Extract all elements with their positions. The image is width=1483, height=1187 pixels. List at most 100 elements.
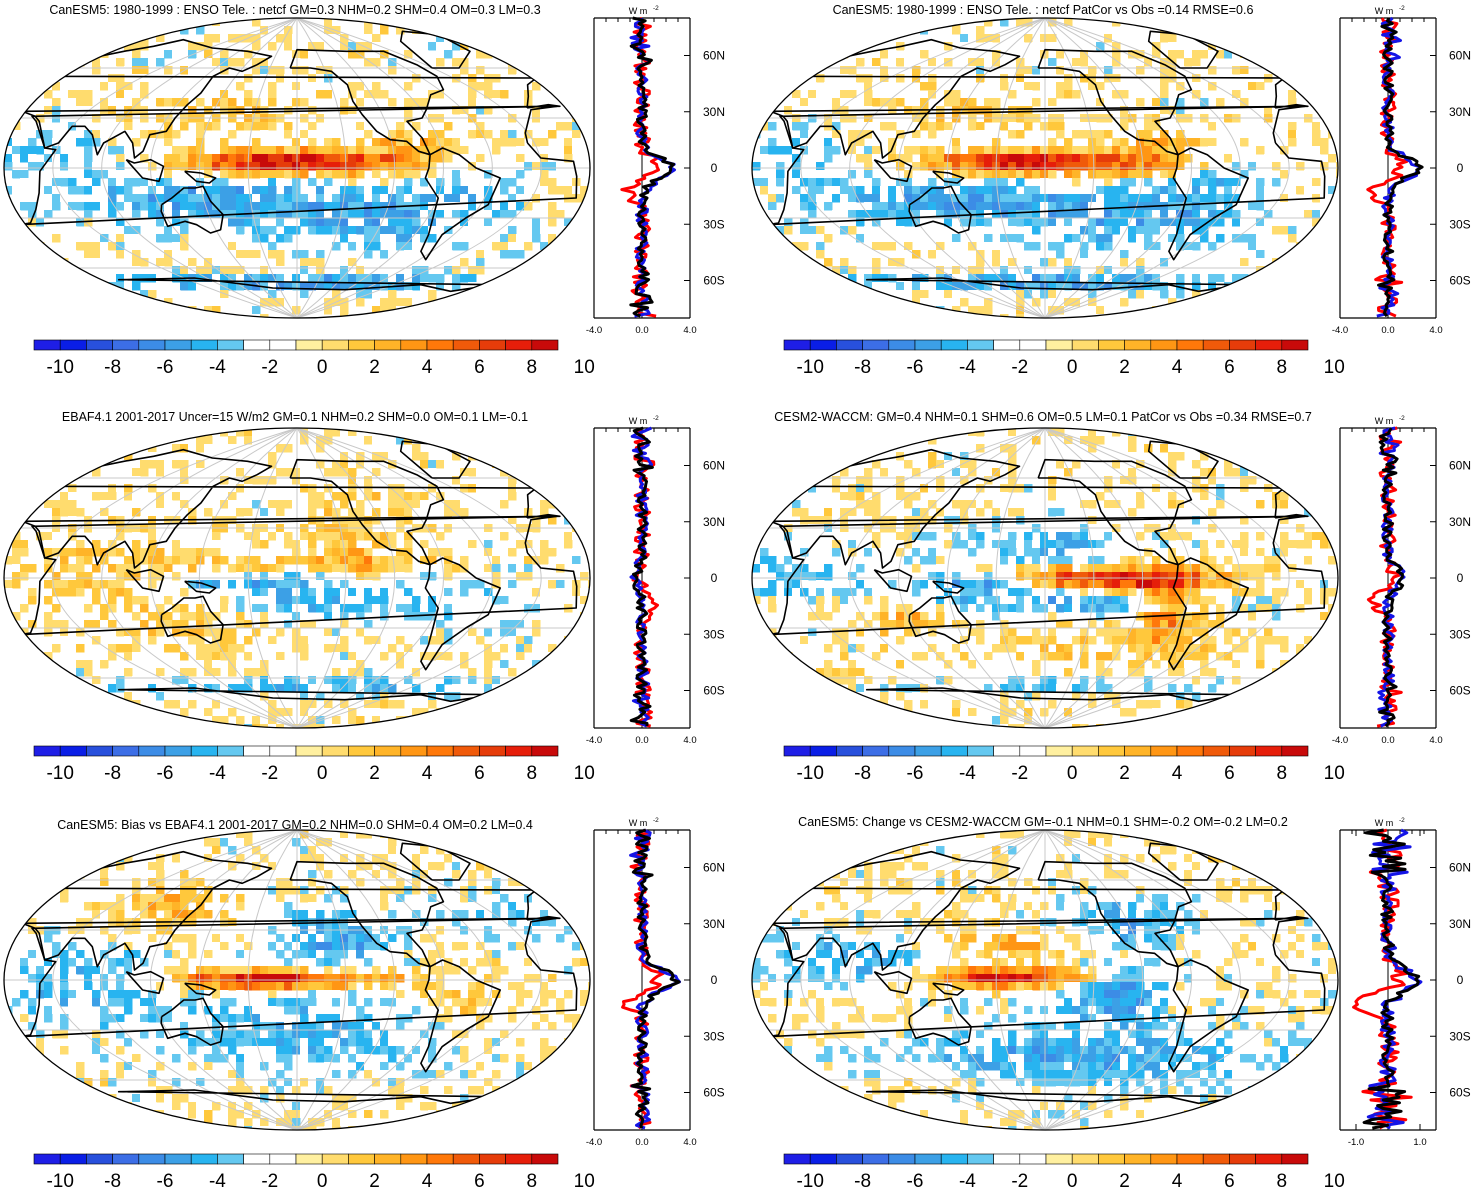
field-cell (260, 436, 269, 445)
field-cell (420, 234, 429, 243)
field-cell (180, 210, 189, 219)
field-cell (436, 460, 445, 469)
field-cell (108, 74, 117, 83)
field-cell (116, 676, 125, 685)
field-cell (308, 676, 317, 685)
field-cell (356, 138, 365, 147)
field-cell (276, 258, 285, 267)
field-cell (60, 636, 69, 645)
field-cell (36, 436, 45, 445)
field-cell (580, 492, 589, 501)
field-cell (1080, 146, 1089, 155)
field-cell (1304, 82, 1313, 91)
field-cell (1016, 194, 1025, 203)
field-cell (1176, 106, 1185, 115)
field-cell (20, 290, 29, 299)
field-cell (508, 588, 517, 597)
field-cell (180, 436, 189, 445)
field-cell (1120, 218, 1129, 227)
field-cell (896, 306, 905, 315)
field-cell (124, 692, 133, 701)
field-cell (1256, 34, 1265, 43)
field-cell (588, 436, 590, 445)
field-cell (180, 444, 189, 453)
field-cell (252, 250, 261, 259)
field-cell (1320, 138, 1329, 147)
field-cell (1328, 210, 1337, 219)
field-cell (180, 468, 189, 477)
field-cell (492, 628, 501, 637)
field-cell (580, 274, 589, 283)
field-cell (1200, 258, 1209, 267)
field-cell (364, 186, 373, 195)
field-cell (856, 258, 865, 267)
field-cell (492, 548, 501, 557)
field-cell (68, 90, 77, 99)
field-cell (444, 476, 453, 485)
field-cell (124, 234, 133, 243)
field-cell (388, 500, 397, 509)
field-cell (148, 226, 157, 235)
field-cell (468, 194, 477, 203)
field-cell (1264, 274, 1273, 283)
field-cell (1096, 138, 1105, 147)
field-cell (896, 234, 905, 243)
field-cell (452, 202, 461, 211)
field-cell (268, 290, 277, 299)
field-cell (348, 596, 357, 605)
field-cell (1216, 50, 1225, 59)
field-cell (420, 50, 429, 59)
field-cell (1072, 266, 1081, 275)
graticule-meridian (898, 18, 1046, 318)
field-cell (292, 138, 301, 147)
field-cell (1152, 42, 1161, 51)
field-cell (92, 258, 101, 267)
field-cell (912, 234, 921, 243)
field-cell (1248, 194, 1257, 203)
field-cell (508, 436, 517, 445)
field-cell (752, 74, 761, 83)
field-cell (188, 202, 197, 211)
field-cell (872, 178, 881, 187)
field-cell (220, 636, 229, 645)
field-cell (372, 218, 381, 227)
field-cell (556, 428, 565, 437)
field-cell (452, 242, 461, 251)
field-cell (792, 266, 801, 275)
field-cell (188, 436, 197, 445)
field-cell (124, 460, 133, 469)
field-cell (968, 194, 977, 203)
field-cell (292, 210, 301, 219)
field-cell (516, 274, 525, 283)
field-cell (340, 588, 349, 597)
field-cell (1032, 290, 1041, 299)
field-cell (76, 540, 85, 549)
field-cell (172, 628, 181, 637)
field-cell (1064, 218, 1073, 227)
field-cell (1024, 82, 1033, 91)
field-cell (188, 612, 197, 621)
zonal-lat-label: 30S (1449, 217, 1470, 231)
field-cell (452, 178, 461, 187)
field-cell (1032, 138, 1041, 147)
field-cell (1048, 122, 1057, 131)
field-cell (452, 540, 461, 549)
field-cell (960, 210, 969, 219)
field-cell (108, 66, 117, 75)
field-cell (60, 580, 69, 589)
field-cell (1000, 314, 1009, 318)
field-cell (1032, 186, 1041, 195)
field-cell (460, 194, 469, 203)
field-cell (4, 226, 13, 235)
field-cell (340, 644, 349, 653)
field-cell (564, 82, 573, 91)
field-cell (4, 500, 13, 509)
field-cell (572, 122, 581, 131)
field-cell (548, 122, 557, 131)
field-cell (556, 66, 565, 75)
field-cell (84, 572, 93, 581)
field-cell (340, 42, 349, 51)
field-cell (348, 154, 357, 163)
field-cell (404, 676, 413, 685)
field-cell (1168, 266, 1177, 275)
